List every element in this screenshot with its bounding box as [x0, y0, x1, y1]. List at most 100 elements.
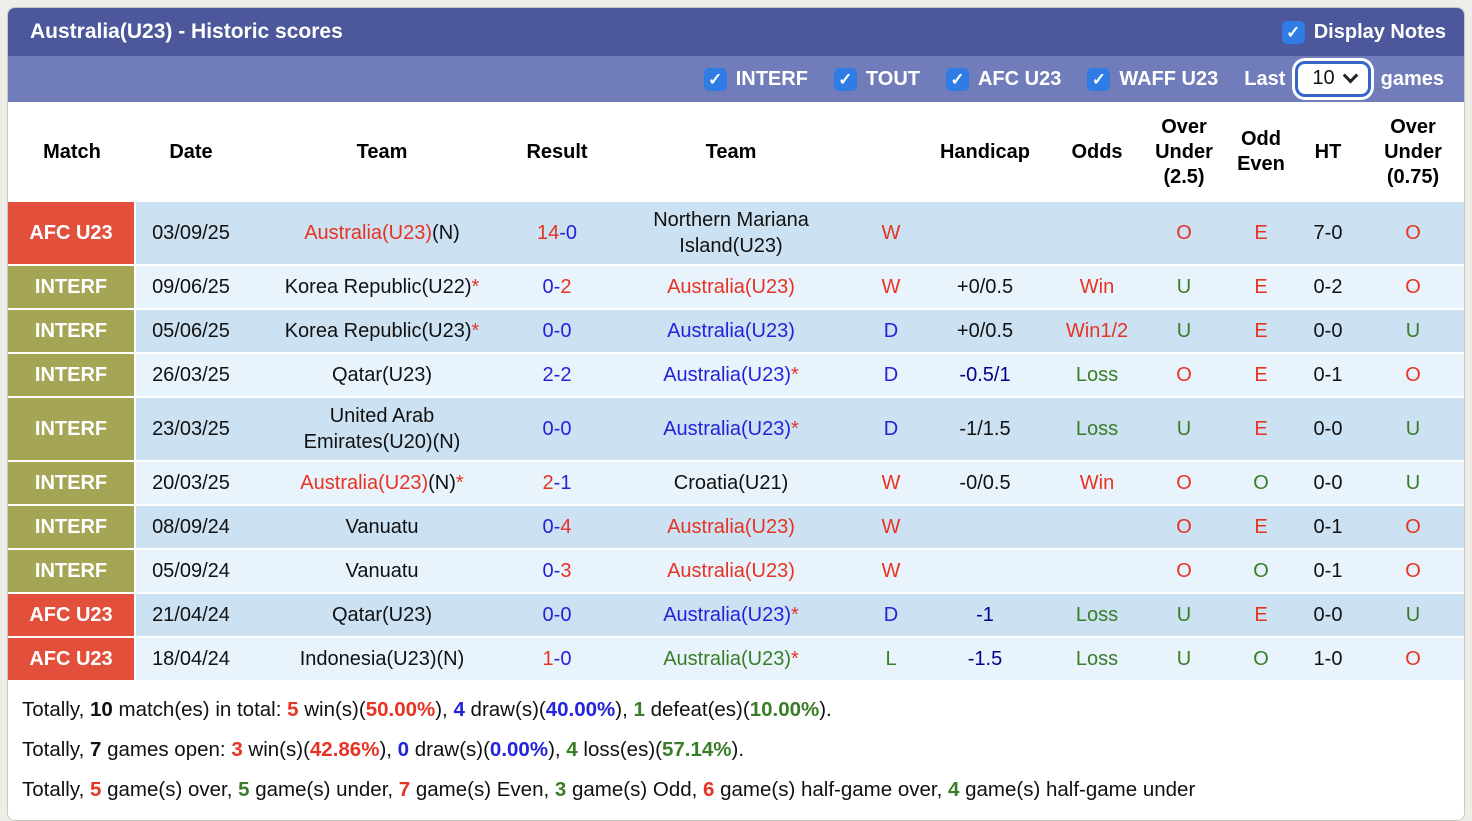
- away-team-cell: Australia(U23)*: [663, 418, 799, 440]
- check-icon: ✓: [708, 69, 723, 89]
- summary-line-3: Totally, 5 game(s) over, 5 game(s) under…: [22, 778, 1196, 801]
- odds-cell: Loss: [1075, 418, 1119, 440]
- away-team-cell: Northern Mariana Island(U23): [653, 209, 809, 257]
- league-cell: INTERF: [8, 266, 136, 308]
- date-cell: 23/03/25: [152, 418, 230, 440]
- last-games-control: Last 10 games: [1244, 61, 1444, 97]
- summary-line-1: Totally, 10 match(es) in total: 5 win(s)…: [22, 698, 832, 721]
- over-under-075-cell: U: [1405, 472, 1421, 494]
- home-team-cell: Korea Republic(U23)*: [284, 320, 480, 342]
- league-cell: AFC U23: [8, 202, 136, 264]
- half-time-cell: 0-1: [1313, 516, 1343, 538]
- column-header-team1: Team: [356, 140, 408, 163]
- filter-checkbox-interf[interactable]: ✓ INTERF: [703, 67, 808, 91]
- handicap-cell: -1: [976, 604, 994, 626]
- handicap-cell: [916, 506, 1054, 548]
- away-team-cell: Australia(U23): [667, 516, 795, 538]
- odds-cell: Loss: [1075, 604, 1119, 626]
- odd-even-cell: O: [1253, 472, 1269, 494]
- handicap-cell: +0/0.5: [956, 276, 1014, 298]
- home-team-cell: United Arab Emirates(U20)(N): [303, 405, 461, 453]
- handicap-cell: [916, 202, 1054, 264]
- win-draw-loss-cell: L: [885, 648, 897, 670]
- league-badge: INTERF: [8, 550, 134, 592]
- win-draw-loss-cell: W: [881, 472, 901, 494]
- home-team-cell: Vanuatu: [345, 560, 419, 582]
- home-team-cell: Australia(U23)(N): [304, 222, 460, 244]
- filter-label: AFC U23: [977, 67, 1062, 90]
- date-cell: 09/06/25: [152, 276, 230, 298]
- half-time-cell: 0-0: [1313, 472, 1343, 494]
- column-header-ht: HT: [1314, 140, 1342, 163]
- league-badge: INTERF: [8, 354, 134, 396]
- odds-cell: Win1/2: [1065, 320, 1129, 342]
- win-draw-loss-cell: D: [883, 604, 899, 626]
- odd-even-cell: E: [1254, 276, 1268, 298]
- over-under-25-cell: O: [1176, 364, 1192, 386]
- league-badge: INTERF: [8, 506, 134, 548]
- league-badge: INTERF: [8, 266, 134, 308]
- filter-label: WAFF U23: [1119, 67, 1219, 90]
- over-under-075-cell: U: [1405, 418, 1421, 440]
- table-row: INTERF 05/09/24 Vanuatu 0- 3 Australia(U2…: [8, 550, 1464, 594]
- result-cell: 0-0: [542, 418, 572, 440]
- checkbox-checked-icon[interactable]: ✓: [703, 67, 727, 91]
- display-notes-label: Display Notes: [1313, 20, 1446, 43]
- win-draw-loss-cell: W: [881, 560, 901, 582]
- result-cell: 0-0: [542, 320, 572, 342]
- result-cell: 2 -1: [542, 472, 572, 494]
- table-row: INTERF 26/03/25 Qatar(U23) 2-2 Australia…: [8, 354, 1464, 398]
- odd-even-cell: E: [1254, 364, 1268, 386]
- league-cell: INTERF: [8, 506, 136, 548]
- display-notes-checkbox-group[interactable]: ✓ Display Notes: [1281, 20, 1446, 44]
- summary-section: Totally, 10 match(es) in total: 5 win(s)…: [8, 682, 1464, 820]
- league-badge: AFC U23: [8, 202, 134, 264]
- checkbox-checked-icon[interactable]: ✓: [833, 67, 857, 91]
- date-cell: 08/09/24: [152, 516, 230, 538]
- over-under-25-cell: U: [1176, 320, 1192, 342]
- over-under-075-cell: O: [1405, 222, 1421, 244]
- date-cell: 21/04/24: [152, 604, 230, 626]
- table-row: INTERF 08/09/24 Vanuatu 0- 4 Australia(U2…: [8, 506, 1464, 550]
- date-cell: 05/06/25: [152, 320, 230, 342]
- home-team-cell: Qatar(U23): [331, 604, 433, 626]
- check-icon: ✓: [1091, 69, 1106, 89]
- result-cell: 1 -0: [542, 648, 572, 670]
- filter-bar: ✓ INTERF ✓ TOUT ✓ AFC U23 ✓ WAFF U23 Las…: [8, 56, 1464, 102]
- over-under-075-cell: O: [1405, 364, 1421, 386]
- filter-label: TOUT: [865, 67, 920, 90]
- filter-checkbox-waff-u23[interactable]: ✓ WAFF U23: [1087, 67, 1219, 91]
- column-header-date: Date: [169, 140, 213, 163]
- date-cell: 05/09/24: [152, 560, 230, 582]
- column-header-team2: Team: [705, 140, 757, 163]
- games-label: games: [1380, 67, 1444, 90]
- checkbox-checked-icon[interactable]: ✓: [1281, 20, 1305, 44]
- odd-even-cell: E: [1254, 604, 1268, 626]
- odd-even-cell: E: [1254, 418, 1268, 440]
- away-team-cell: Australia(U23)*: [663, 604, 799, 626]
- league-badge: INTERF: [8, 310, 134, 352]
- check-icon: ✓: [838, 69, 853, 89]
- result-cell: 14 -0: [536, 222, 578, 244]
- checkbox-checked-icon[interactable]: ✓: [945, 67, 969, 91]
- filter-checkbox-tout[interactable]: ✓ TOUT: [833, 67, 920, 91]
- over-under-075-cell: O: [1405, 648, 1421, 670]
- half-time-cell: 0-1: [1313, 560, 1343, 582]
- league-badge: AFC U23: [8, 594, 134, 636]
- filter-label: INTERF: [735, 67, 808, 90]
- over-under-25-cell: U: [1176, 276, 1192, 298]
- filter-checkbox-afc-u23[interactable]: ✓ AFC U23: [945, 67, 1062, 91]
- half-time-cell: 0-0: [1313, 418, 1343, 440]
- league-badge: INTERF: [8, 462, 134, 504]
- table-row: INTERF 20/03/25 Australia(U23)(N)* 2 -1 C…: [8, 462, 1464, 506]
- table-row: INTERF 23/03/25 United Arab Emirates(U20…: [8, 398, 1464, 462]
- win-draw-loss-cell: D: [883, 320, 899, 342]
- table-row: AFC U23 18/04/24 Indonesia(U23)(N) 1 -0 A…: [8, 638, 1464, 682]
- odds-cell: Loss: [1075, 364, 1119, 386]
- games-count-select[interactable]: 10: [1295, 61, 1371, 97]
- home-team-cell: Vanuatu: [345, 516, 419, 538]
- result-cell: 0- 2: [542, 276, 572, 298]
- checkbox-checked-icon[interactable]: ✓: [1087, 67, 1111, 91]
- home-team-cell: Qatar(U23): [331, 364, 433, 386]
- half-time-cell: 0-0: [1313, 320, 1343, 342]
